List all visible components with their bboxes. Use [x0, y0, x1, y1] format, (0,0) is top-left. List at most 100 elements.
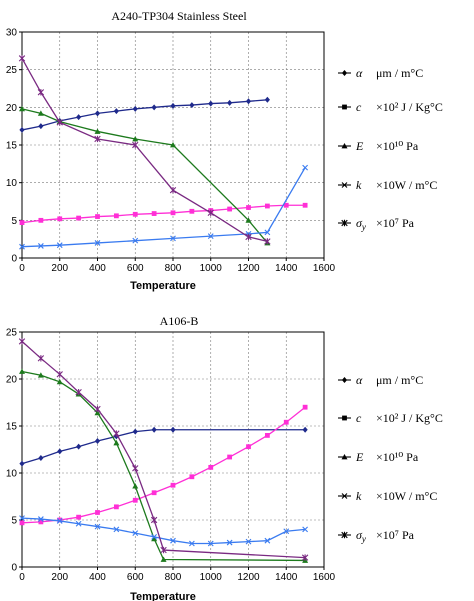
- x-tick-label: 200: [51, 263, 68, 274]
- data-point: [94, 409, 101, 416]
- data-point: [94, 405, 101, 413]
- legend-entry: c ×10² J / Kg°C: [338, 100, 443, 114]
- data-point: [151, 104, 157, 111]
- y-tick-label: 30: [6, 28, 18, 39]
- data-point: [94, 110, 101, 117]
- data-point: [302, 164, 309, 171]
- legend-swatch-marker: [341, 454, 348, 460]
- legend-swatch-marker: [341, 377, 348, 383]
- data-point: [132, 105, 138, 112]
- x-tick-label: 1000: [200, 572, 223, 583]
- data-point: [37, 110, 44, 116]
- data-point: [170, 235, 176, 242]
- data-point: [132, 135, 139, 142]
- data-point: [95, 214, 100, 219]
- legend-symbol: k: [356, 178, 362, 192]
- data-point: [94, 240, 101, 246]
- data-point: [37, 243, 44, 249]
- data-point: [18, 338, 26, 345]
- data-point: [302, 526, 309, 533]
- data-point: [57, 448, 63, 455]
- data-point: [132, 530, 139, 537]
- data-point: [113, 108, 119, 115]
- series-c: [19, 404, 308, 526]
- data-point: [264, 238, 271, 245]
- x-axis-label: Temperature: [130, 591, 196, 601]
- legend-unit: ×10⁷ Pa: [376, 528, 415, 542]
- legend-symbol: σy: [356, 528, 366, 544]
- data-point: [113, 213, 119, 219]
- data-point: [75, 388, 82, 396]
- data-point: [264, 96, 270, 103]
- data-point: [189, 474, 195, 480]
- data-point: [37, 516, 44, 522]
- data-point: [94, 135, 101, 143]
- series-line: [21, 167, 306, 248]
- y-tick-label: 25: [6, 328, 18, 339]
- data-point: [227, 206, 233, 212]
- legend-entry: σy ×10⁷ Pa: [338, 528, 415, 544]
- x-tick-label: 800: [165, 263, 182, 274]
- legend-swatch-marker: [342, 104, 347, 110]
- series-k: [19, 164, 309, 250]
- data-point: [38, 454, 44, 461]
- data-point: [302, 426, 308, 433]
- series-alpha: [19, 426, 308, 467]
- data-point: [38, 519, 44, 525]
- series-line: [21, 204, 306, 224]
- series-E: [19, 105, 271, 246]
- data-point: [19, 105, 25, 112]
- data-point: [245, 233, 252, 241]
- legend-swatch-marker: [342, 415, 347, 421]
- chart-title: A106-B: [160, 314, 199, 328]
- data-point: [151, 534, 158, 540]
- y-tick-label: 15: [6, 422, 18, 433]
- y-tick-label: 20: [6, 375, 18, 386]
- legend-symbol: σy: [356, 216, 366, 232]
- series-line: [21, 340, 306, 559]
- legend-unit: ×10¹⁰ Pa: [376, 450, 419, 464]
- data-point: [245, 98, 252, 105]
- data-point: [264, 433, 270, 438]
- data-point: [170, 102, 176, 109]
- series-E: [19, 368, 309, 563]
- data-point: [301, 554, 309, 561]
- x-tick-label: 1400: [275, 572, 298, 583]
- x-tick-label: 1200: [237, 263, 260, 274]
- data-point: [19, 515, 25, 522]
- data-point: [227, 454, 233, 460]
- legend-symbol: E: [355, 139, 364, 153]
- data-point: [132, 211, 138, 217]
- data-point: [208, 464, 214, 470]
- data-point: [132, 428, 138, 435]
- x-tick-label: 1600: [313, 572, 336, 583]
- data-point: [132, 465, 139, 472]
- data-point: [57, 216, 63, 222]
- data-point: [76, 514, 82, 520]
- data-point: [113, 439, 120, 446]
- y-tick-label: 5: [11, 516, 17, 527]
- y-tick-label: 10: [6, 469, 18, 480]
- legend-entry: σy ×10⁷ Pa: [338, 216, 415, 232]
- data-point: [76, 443, 82, 450]
- series-line: [21, 406, 306, 524]
- data-point: [132, 141, 139, 149]
- data-point: [170, 210, 176, 216]
- data-point: [38, 217, 44, 223]
- data-point: [170, 537, 176, 544]
- legend-unit: ×10¹⁰ Pa: [376, 139, 419, 153]
- data-point: [37, 372, 44, 378]
- data-point: [264, 537, 271, 544]
- x-tick-label: 1400: [275, 263, 298, 274]
- data-point: [160, 546, 167, 554]
- data-point: [95, 510, 100, 515]
- legend-entry: c ×10² J / Kg°C: [338, 411, 443, 425]
- data-point: [94, 438, 101, 445]
- legend-swatch-marker: [341, 182, 348, 188]
- data-point: [207, 540, 214, 547]
- legend-swatch-marker: [341, 143, 348, 149]
- legend-entry: k ×10W / m°C: [338, 489, 437, 503]
- data-point: [113, 504, 119, 510]
- data-point: [226, 539, 233, 546]
